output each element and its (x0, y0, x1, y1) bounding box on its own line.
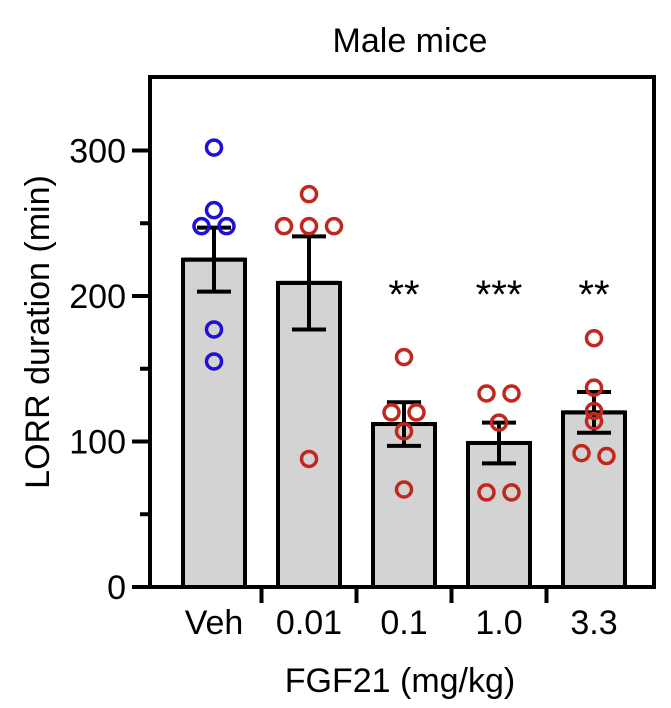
significance-layer: ** *** ** (388, 273, 609, 317)
data-point (572, 443, 591, 463)
data-point (204, 138, 224, 157)
points-layer (192, 138, 616, 502)
data-point (407, 403, 426, 422)
data-point (584, 401, 604, 421)
data-point (274, 216, 294, 236)
bar-5 (561, 410, 627, 589)
data-point (217, 216, 236, 236)
data-point (489, 413, 509, 432)
significance-label-3: ** (388, 273, 419, 317)
y-tick-label: 300 (69, 133, 126, 171)
data-point (394, 347, 414, 367)
x-tick-label-1: Veh (185, 604, 244, 642)
data-point (584, 411, 604, 431)
x-tick-label-4: 1.0 (475, 604, 522, 642)
plot-frame (148, 75, 656, 589)
data-point (394, 422, 414, 441)
x-axis-label: FGF21 (mg/kg) (285, 662, 515, 700)
bar-1 (181, 257, 247, 589)
y-tick-label: 200 (69, 278, 126, 316)
x-tick-label-2: 0.01 (276, 604, 342, 642)
error-bars-layer (184, 225, 624, 466)
y-axis-label: LORR duration (min) (19, 175, 57, 489)
data-point (299, 184, 319, 204)
data-point (324, 216, 344, 236)
significance-label-5: ** (578, 273, 609, 317)
data-point (204, 200, 224, 220)
data-point (299, 216, 319, 236)
data-point (502, 483, 521, 502)
data-point (477, 384, 496, 403)
data-point (204, 320, 224, 339)
data-point (477, 483, 496, 502)
data-point (584, 328, 604, 348)
data-point (394, 480, 414, 499)
data-point (299, 449, 319, 469)
x-tick-label-3: 0.1 (380, 604, 427, 642)
data-point (597, 446, 616, 466)
y-tick-label: 0 (107, 569, 126, 607)
data-point (192, 216, 211, 236)
bar-3 (371, 422, 437, 590)
data-point (584, 378, 604, 397)
bar-4 (466, 440, 532, 589)
x-tick-label-5: 3.3 (570, 604, 617, 642)
chart-title: Male mice (333, 22, 488, 60)
data-point (502, 384, 521, 403)
significance-label-4: *** (476, 273, 523, 317)
y-axis: 0 100 200 300 (69, 133, 150, 607)
x-axis: Veh 0.01 0.1 1.0 3.3 (185, 587, 618, 642)
y-tick-label: 100 (69, 424, 126, 462)
data-point (204, 352, 224, 371)
data-point (382, 403, 401, 422)
